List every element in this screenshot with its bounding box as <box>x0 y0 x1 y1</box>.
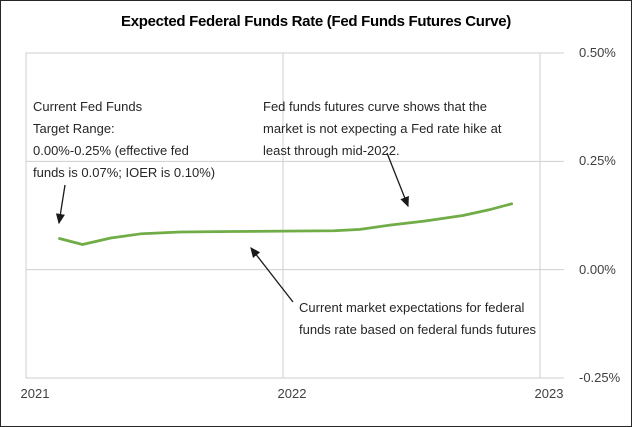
x-tick-label: 2023 <box>534 386 564 401</box>
x-tick-label: 2021 <box>20 386 50 401</box>
annotation-arrow-no-rate-hike <box>386 152 409 208</box>
y-tick-label: 0.25% <box>579 153 616 169</box>
y-tick-label: 0.50% <box>579 45 616 60</box>
y-tick-label: 0.00% <box>579 261 616 277</box>
y-tick-label: -0.25% <box>579 370 621 385</box>
fed-funds-futures-line <box>58 202 514 246</box>
chart-title: Expected Federal Funds Rate (Fed Funds F… <box>120 13 511 30</box>
plot-border <box>25 52 541 379</box>
annotation-market-expectations: Current market expectations for federal … <box>299 300 537 337</box>
x-tick-label: 2022 <box>277 386 307 401</box>
annotation-no-rate-hike: Fed funds futures curve shows that the m… <box>263 99 502 158</box>
annotation-target-range: Current Fed Funds Target Range: 0.00%-0.… <box>33 99 216 180</box>
annotation-arrow-target-range <box>55 184 66 225</box>
annotation-arrow-market-expectations <box>250 246 294 303</box>
